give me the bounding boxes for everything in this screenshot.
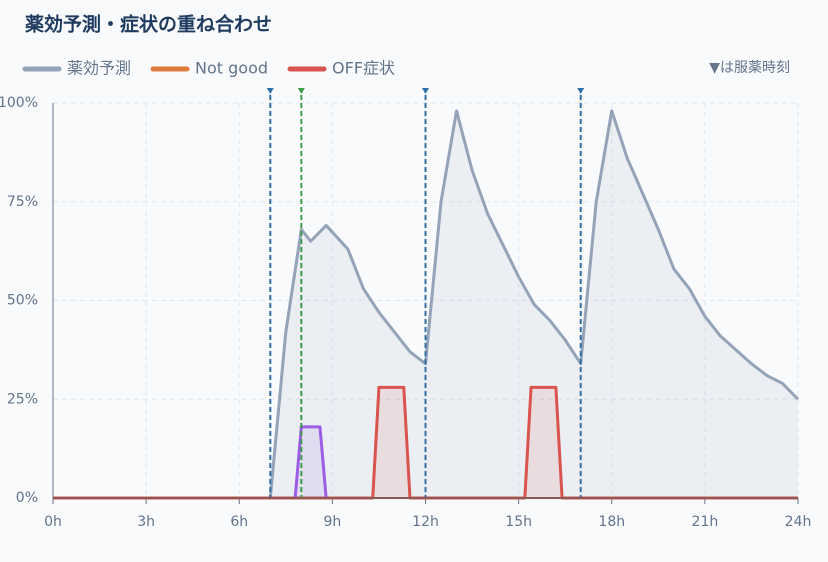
y-tick-label: 75% bbox=[7, 194, 38, 210]
dose-marker bbox=[266, 88, 274, 94]
x-tick-label: 6h bbox=[230, 514, 248, 530]
x-tick-label: 21h bbox=[692, 514, 719, 530]
x-tick-label: 12h bbox=[412, 514, 439, 530]
dose-marker bbox=[577, 88, 585, 94]
area bbox=[53, 110, 798, 499]
x-tick-label: 3h bbox=[137, 514, 155, 530]
legend-label: OFF症状 bbox=[332, 59, 395, 78]
area bbox=[295, 426, 327, 498]
legend-label: Not good bbox=[195, 59, 268, 78]
x-tick-label: 0h bbox=[44, 514, 62, 530]
x-tick-label: 9h bbox=[323, 514, 341, 530]
line bbox=[53, 109, 800, 500]
x-tick-label: 18h bbox=[598, 514, 625, 530]
y-tick-label: 25% bbox=[7, 391, 38, 407]
x-tick-label: 15h bbox=[505, 514, 532, 530]
y-tick-label: 0% bbox=[16, 490, 38, 506]
y-tick-label: 100% bbox=[0, 95, 38, 111]
event-marker bbox=[297, 88, 305, 94]
chart-title: 薬効予測・症状の重ね合わせ bbox=[24, 13, 272, 36]
y-tick-label: 50% bbox=[7, 293, 38, 309]
dose-marker bbox=[422, 88, 429, 94]
legend-label: 薬効予測 bbox=[67, 59, 131, 78]
line bbox=[293, 425, 328, 499]
x-tick-label: 24h bbox=[785, 514, 812, 530]
note: ▼は服薬時刻 bbox=[709, 60, 790, 76]
